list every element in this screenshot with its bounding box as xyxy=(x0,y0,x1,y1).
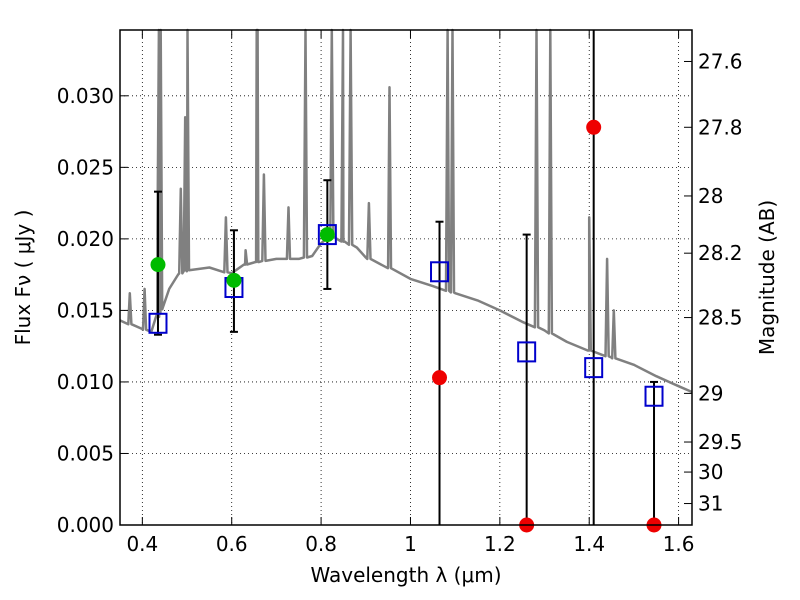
right-axis-title: Magnitude (AB) xyxy=(755,200,779,355)
detection-point xyxy=(319,227,335,243)
x-tick-label: 1 xyxy=(404,532,417,556)
model-photometry-square xyxy=(644,385,664,407)
right-tick-label: 29.5 xyxy=(698,430,743,454)
right-tick-label: 28.5 xyxy=(698,306,743,330)
model-photometry-square xyxy=(430,261,450,283)
detection-point xyxy=(226,272,242,288)
sed-model-line xyxy=(119,28,693,394)
y-tick-label: 0.025 xyxy=(57,155,114,179)
x-tick-label: 1.6 xyxy=(663,532,695,556)
plot-frame xyxy=(119,29,693,526)
right-tick-label: 28.2 xyxy=(698,241,743,265)
y-tick-label: 0.015 xyxy=(57,298,114,322)
nondetection-point xyxy=(586,119,602,135)
x-tick-label: 1.4 xyxy=(573,532,605,556)
y-tick-label: 0.030 xyxy=(57,84,114,108)
model-photometry-square xyxy=(148,312,168,334)
y-tick-label: 0.005 xyxy=(57,441,114,465)
right-tick-label: 28 xyxy=(698,184,723,208)
right-tick-label: 27.6 xyxy=(698,49,743,73)
sed-model-spectrum xyxy=(119,28,693,394)
x-tick-label: 1.2 xyxy=(484,532,516,556)
y-tick-label: 0.020 xyxy=(57,227,114,251)
y-tick-label: 0.000 xyxy=(57,513,114,537)
observed-photometry-points xyxy=(150,119,662,533)
nondetection-point xyxy=(432,370,448,386)
right-tick-label: 27.8 xyxy=(698,115,743,139)
x-tick-label: 0.4 xyxy=(126,532,158,556)
x-axis-title: Wavelength λ (μm) xyxy=(310,563,501,587)
y-tick-label: 0.010 xyxy=(57,370,114,394)
axis-ticks: 0.4 0.6 0.8 1 1.2 1.4 1.6 0.000 0.005 0.010 0.015 0… xyxy=(57,30,743,556)
right-tick-label: 29 xyxy=(698,381,723,405)
model-photometry-square xyxy=(317,224,337,246)
x-tick-label: 0.8 xyxy=(305,532,337,556)
y-axis-title: Flux Fν ( μJy ) xyxy=(11,210,35,346)
model-photometry-squares xyxy=(148,224,664,407)
right-tick-label: 30 xyxy=(698,460,723,484)
gridlines xyxy=(120,30,692,525)
x-tick-label: 0.6 xyxy=(216,532,248,556)
detection-point xyxy=(150,257,166,273)
model-photometry-square xyxy=(584,357,604,379)
right-tick-label: 31 xyxy=(698,492,723,516)
model-photometry-square xyxy=(517,341,537,363)
